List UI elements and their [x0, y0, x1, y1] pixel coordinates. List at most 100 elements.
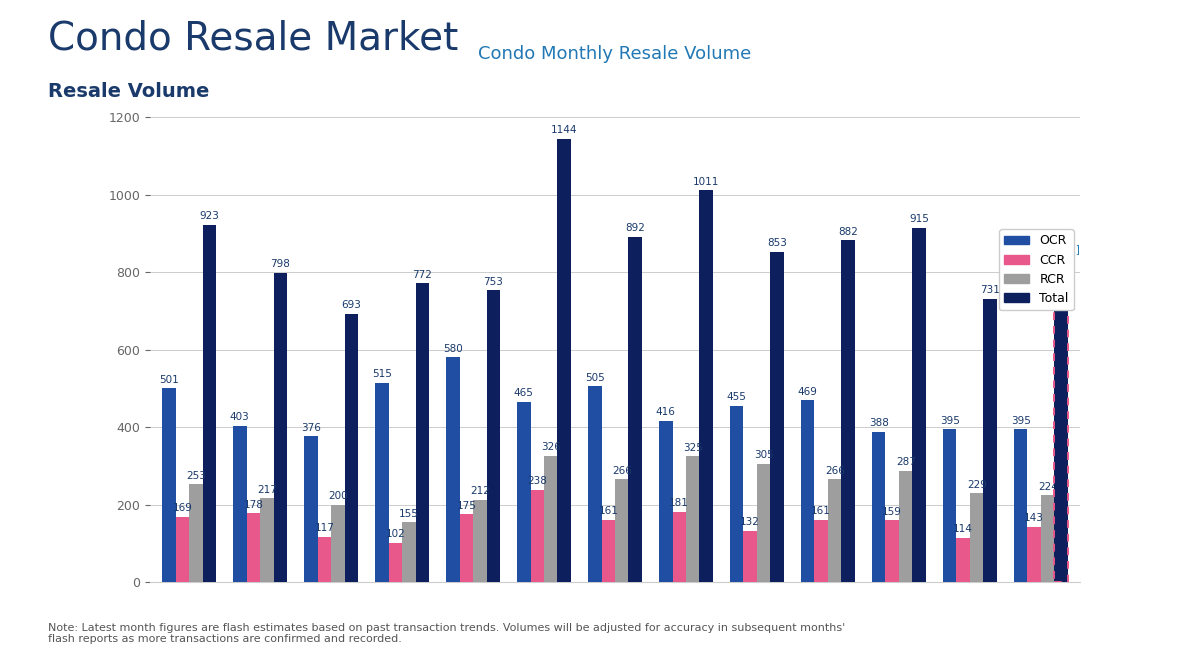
Bar: [446, 357, 460, 582]
Text: 217: 217: [257, 485, 277, 494]
Text: 155: 155: [398, 509, 419, 519]
Text: 178: 178: [244, 500, 263, 509]
Bar: [815, 520, 828, 582]
Text: 305: 305: [754, 451, 774, 460]
Bar: [415, 283, 430, 582]
Bar: [970, 493, 984, 582]
Text: 143: 143: [1025, 513, 1044, 523]
Text: 114: 114: [953, 525, 973, 534]
Bar: [629, 237, 642, 582]
Text: 325: 325: [683, 443, 703, 453]
Bar: [700, 190, 713, 582]
Bar: [744, 531, 757, 582]
Text: 117: 117: [314, 523, 335, 533]
Bar: [686, 456, 700, 582]
Bar: [1040, 495, 1055, 582]
Text: 892: 892: [625, 223, 646, 233]
Bar: [175, 517, 190, 582]
Text: 132: 132: [740, 517, 760, 527]
Bar: [841, 241, 854, 582]
Bar: [659, 421, 672, 582]
Bar: [318, 537, 331, 582]
Bar: [757, 464, 770, 582]
Bar: [912, 228, 926, 582]
Text: 753: 753: [484, 277, 503, 287]
Bar: [943, 429, 956, 582]
Bar: [517, 402, 530, 582]
Text: 501: 501: [158, 375, 179, 385]
Text: 326: 326: [541, 442, 560, 453]
Text: 159: 159: [882, 507, 902, 517]
Bar: [233, 426, 246, 582]
Bar: [473, 500, 486, 582]
Bar: [601, 520, 616, 582]
Text: 580: 580: [443, 344, 463, 354]
Bar: [828, 479, 841, 582]
Text: Condo Resale Market: Condo Resale Market: [48, 20, 458, 58]
Text: 229: 229: [967, 480, 986, 490]
Bar: [588, 387, 601, 582]
Text: 181: 181: [670, 498, 689, 508]
Text: 175: 175: [456, 501, 476, 511]
Bar: [162, 388, 175, 582]
Text: 403: 403: [230, 413, 250, 422]
Bar: [344, 314, 358, 582]
Bar: [274, 273, 287, 582]
Text: 200: 200: [328, 491, 348, 501]
Text: 838 [E]: 838 [E]: [1043, 244, 1080, 254]
Bar: [956, 538, 970, 582]
Legend: OCR, CCR, RCR, Total: OCR, CCR, RCR, Total: [1000, 230, 1074, 310]
Text: 224: 224: [1038, 482, 1057, 492]
Bar: [376, 383, 389, 582]
Text: 469: 469: [798, 387, 817, 397]
Text: 266: 266: [612, 466, 631, 475]
Text: 882: 882: [839, 227, 858, 237]
Bar: [984, 299, 997, 582]
Text: 693: 693: [341, 300, 361, 310]
Text: 266: 266: [824, 466, 845, 475]
Text: 923: 923: [199, 211, 220, 221]
Bar: [203, 224, 216, 582]
Text: 161: 161: [811, 506, 832, 516]
Bar: [1014, 429, 1027, 582]
Bar: [770, 252, 784, 582]
Bar: [530, 490, 544, 582]
Bar: [544, 456, 558, 582]
Bar: [899, 471, 912, 582]
Bar: [260, 498, 274, 582]
Text: 465: 465: [514, 388, 534, 398]
Bar: [304, 436, 318, 582]
Bar: [486, 290, 500, 582]
Text: 915: 915: [910, 214, 929, 224]
Bar: [614, 479, 629, 582]
Text: 169: 169: [173, 503, 192, 513]
Text: 388: 388: [869, 419, 889, 428]
Text: Note: Latest month figures are flash estimates based on past transaction trends.: Note: Latest month figures are flash est…: [48, 623, 845, 644]
Text: 1011: 1011: [694, 177, 720, 187]
Bar: [802, 400, 815, 582]
Bar: [872, 432, 886, 582]
Bar: [672, 512, 686, 582]
Bar: [730, 405, 744, 582]
FancyBboxPatch shape: [1055, 258, 1068, 582]
Text: 238: 238: [527, 476, 547, 487]
Bar: [246, 513, 260, 582]
Text: 212: 212: [470, 487, 490, 496]
Text: 395: 395: [1010, 415, 1031, 426]
Bar: [331, 505, 344, 582]
Bar: [402, 522, 415, 582]
Text: 455: 455: [727, 392, 746, 402]
Text: 505: 505: [584, 373, 605, 383]
Text: 287: 287: [895, 457, 916, 468]
Bar: [1027, 526, 1040, 582]
Bar: [389, 543, 402, 582]
Text: 1144: 1144: [551, 126, 577, 135]
Text: 798: 798: [270, 260, 290, 269]
Text: 731: 731: [980, 285, 1000, 296]
Text: 102: 102: [385, 529, 406, 539]
Title: Condo Monthly Resale Volume: Condo Monthly Resale Volume: [479, 45, 751, 63]
Text: 395: 395: [940, 415, 960, 426]
Bar: [558, 139, 571, 582]
Bar: [190, 484, 203, 582]
Text: Resale Volume: Resale Volume: [48, 82, 209, 101]
